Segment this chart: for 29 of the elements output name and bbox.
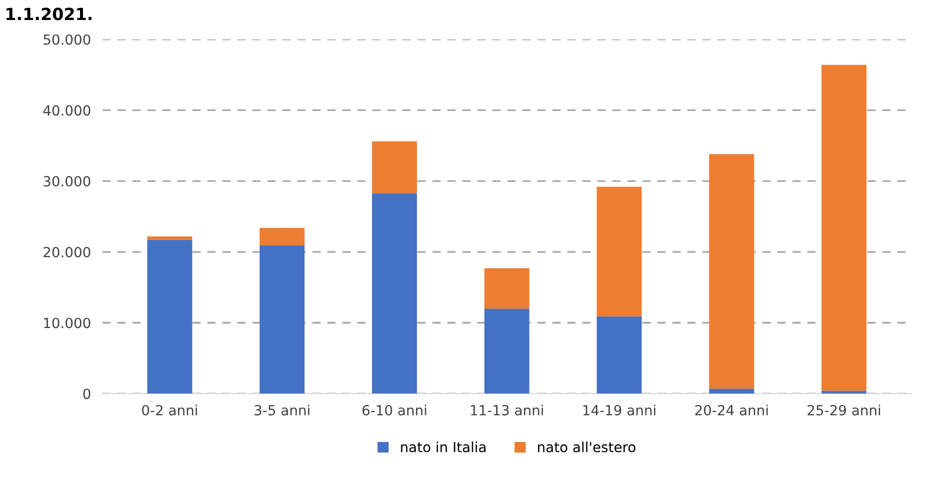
x-tick-label: 3-5 anni bbox=[254, 404, 310, 416]
bar bbox=[147, 240, 192, 394]
y-tick-label: 30.000 bbox=[44, 176, 90, 187]
y-tick-label: 0 bbox=[83, 388, 90, 400]
bar bbox=[260, 246, 305, 394]
bar bbox=[484, 308, 530, 394]
legend-label: nato in Italia bbox=[401, 442, 486, 452]
y-tick-label: 20.000 bbox=[44, 246, 90, 258]
legend-label: nato all'estero bbox=[538, 442, 636, 452]
bar bbox=[709, 154, 754, 389]
bar bbox=[484, 268, 530, 309]
y-tick-label: 10.000 bbox=[44, 318, 90, 328]
x-tick-label: 20-24 anni bbox=[695, 404, 768, 416]
chart-title: 1.1.2021. bbox=[6, 8, 92, 20]
x-tick-label: 14-19 anni bbox=[583, 404, 656, 416]
bar bbox=[822, 64, 866, 391]
bar bbox=[260, 228, 305, 246]
y-tick-label: 40.000 bbox=[43, 105, 90, 116]
y-tick-label: 50.000 bbox=[44, 34, 90, 45]
bar bbox=[147, 236, 192, 240]
bar bbox=[372, 193, 417, 394]
x-tick-label: 25-29 anni bbox=[808, 404, 880, 416]
x-tick-label: 0-2 anni bbox=[142, 404, 197, 416]
bar bbox=[596, 316, 642, 394]
x-tick-label: 11-13 anni bbox=[471, 404, 543, 416]
x-tick-label: 6-10 anni bbox=[362, 404, 426, 416]
bar bbox=[372, 141, 417, 194]
bar bbox=[709, 388, 754, 394]
bar bbox=[596, 186, 642, 316]
